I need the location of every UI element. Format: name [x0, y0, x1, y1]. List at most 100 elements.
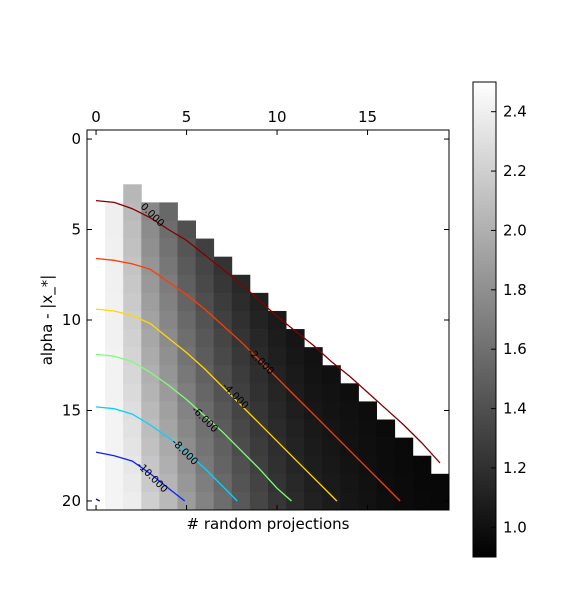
heatmap-cell: [141, 437, 160, 457]
colorbar-ticks: 1.0 1.2 1.4 1.6 1.8 2.0 2.2 2.4: [491, 103, 527, 536]
colorbar-tick-label: 1.4: [503, 400, 527, 418]
contour-line: [95, 498, 100, 502]
heatmap-cell: [322, 365, 341, 384]
heatmap-cell: [286, 419, 305, 439]
heatmap-cell: [249, 437, 269, 457]
heatmap-cell: [376, 473, 396, 493]
heatmap-cell: [304, 419, 323, 439]
heatmap-cell: [268, 329, 287, 348]
heatmap-cell: [123, 401, 142, 420]
heatmap-cell: [286, 329, 305, 348]
heatmap-cell: [123, 383, 142, 402]
heatmap-cell: [249, 455, 269, 475]
heatmap-cell: [358, 437, 377, 457]
heatmap-cell: [340, 419, 359, 439]
heatmap-cell: [159, 347, 178, 366]
heatmap-cell: [177, 329, 196, 348]
x-tick-label: 0: [91, 108, 101, 126]
heatmap-cell: [141, 491, 160, 511]
heatmap-cell: [304, 383, 323, 402]
heatmap-cell: [340, 383, 359, 402]
heatmap-cell: [268, 419, 287, 439]
heatmap-cell: [231, 491, 251, 511]
heatmap-cell: [141, 274, 160, 294]
heatmap-cell: [268, 365, 287, 384]
contour-line: [95, 451, 186, 502]
heatmap-cell: [430, 473, 450, 493]
heatmap-cell: [177, 220, 196, 239]
heatmap-cell: [213, 347, 233, 366]
heatmap-cell: [249, 491, 269, 511]
heatmap-cell: [231, 401, 251, 420]
heatmap-cell: [141, 238, 160, 258]
heatmap-cell: [213, 256, 233, 276]
heatmap-cell: [322, 455, 341, 475]
heatmap-cell: [213, 329, 233, 348]
heatmap-cell: [105, 437, 124, 457]
heatmap-cell: [304, 401, 323, 420]
contour-line: [95, 406, 238, 502]
heatmap-cell: [159, 401, 178, 420]
heatmap-cell: [159, 256, 178, 276]
heatmap-cell: [195, 274, 215, 294]
colorbar-tick-label: 2.4: [503, 103, 527, 121]
colorbar-tick-label: 2.2: [503, 162, 527, 180]
heatmap-cell: [358, 473, 377, 493]
heatmap-cell: [231, 473, 251, 493]
heatmap-cell: [231, 329, 251, 348]
colorbar-tick-label: 1.6: [503, 340, 527, 358]
heatmap-cell: [177, 437, 196, 457]
y-tick-label: 20: [62, 492, 81, 510]
heatmap-cell: [141, 329, 160, 348]
x-tick-label: 15: [358, 108, 377, 126]
heatmap-cell: [177, 419, 196, 439]
heatmap-cell: [286, 365, 305, 384]
heatmap-cell: [177, 274, 196, 294]
heatmap-cell: [141, 455, 160, 475]
x-axis-ticks: 0 5 10 15: [91, 108, 377, 510]
x-axis-label: # random projections: [186, 515, 349, 533]
heatmap-cell: [159, 383, 178, 402]
heatmap-cell: [249, 310, 269, 330]
heatmap-cell: [286, 473, 305, 493]
heatmap-cell: [358, 419, 377, 439]
heatmap-cell: [105, 419, 124, 439]
heatmap-cell: [105, 383, 124, 402]
heatmap-cells: [105, 184, 450, 511]
x-tick-label: 10: [268, 108, 287, 126]
heatmap-cell: [268, 383, 287, 402]
heatmap-cell: [231, 437, 251, 457]
heatmap-cell: [195, 329, 215, 348]
heatmap-cell: [105, 365, 124, 384]
heatmap-cell: [412, 455, 432, 475]
heatmap-cell: [268, 491, 287, 511]
heatmap-cell: [141, 419, 160, 439]
heatmap-cell: [231, 347, 251, 366]
heatmap-cell: [304, 473, 323, 493]
heatmap-cell: [231, 365, 251, 384]
heatmap-cell: [105, 310, 124, 330]
heatmap-cell: [123, 329, 142, 348]
x-tick-label: 5: [182, 108, 192, 126]
heatmap-cell: [105, 473, 124, 493]
heatmap-cell: [177, 401, 196, 420]
contour-line: [95, 353, 292, 502]
heatmap-cell: [159, 473, 178, 493]
heatmap-cell: [159, 310, 178, 330]
heatmap-cell: [105, 238, 124, 258]
heatmap-cell: [394, 473, 414, 493]
heatmap-cell: [249, 292, 269, 312]
heatmap-cell: [105, 329, 124, 348]
heatmap-cell: [322, 437, 341, 457]
heatmap-cell: [105, 455, 124, 475]
heatmap-cell: [123, 292, 142, 312]
y-tick-label: 0: [71, 130, 81, 148]
heatmap-cell: [249, 473, 269, 493]
heatmap-cell: [340, 491, 359, 511]
heatmap-cell: [141, 347, 160, 366]
heatmap-cell: [322, 401, 341, 420]
heatmap-cell: [177, 455, 196, 475]
heatmap-cell: [231, 310, 251, 330]
colorbar-tick-label: 1.0: [503, 518, 527, 536]
heatmap-cell: [141, 401, 160, 420]
